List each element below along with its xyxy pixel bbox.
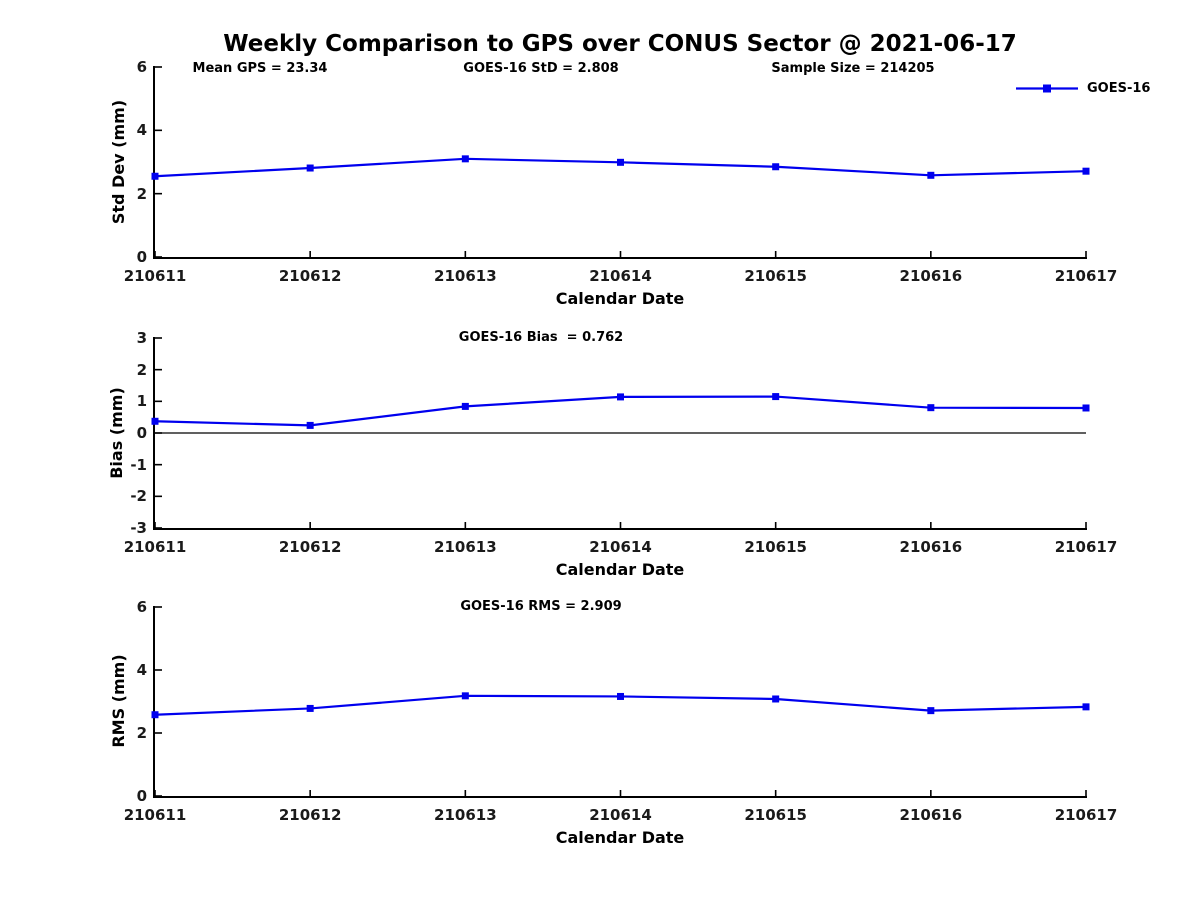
x-tick-label: 210615 <box>744 538 807 556</box>
data-line <box>153 395 1088 427</box>
x-tick-label: 210613 <box>434 267 497 285</box>
stddev-x-axis-label: Calendar Date <box>555 289 685 308</box>
data-point-marker <box>617 158 624 166</box>
bias-x-axis-label: Calendar Date <box>555 560 685 579</box>
x-tick-label: 210617 <box>1054 267 1118 285</box>
y-tick-label: 4 <box>136 661 147 679</box>
x-tick-label: 210616 <box>899 538 963 556</box>
data-point-marker <box>1082 167 1090 175</box>
x-tick-label: 210612 <box>278 538 342 556</box>
x-tick-label: 210614 <box>589 538 652 556</box>
legend-label: GOES-16 <box>1087 81 1151 96</box>
data-point-marker <box>151 172 159 180</box>
y-tick-label: 6 <box>136 58 147 76</box>
data-point-marker <box>927 171 935 179</box>
y-tick-label: 0 <box>136 787 147 805</box>
rms-x-axis-label: Calendar Date <box>555 828 685 847</box>
x-tick-label: 210612 <box>278 806 342 824</box>
figure-title: Weekly Comparison to GPS over CONUS Sect… <box>223 31 1017 57</box>
data-point-marker <box>1082 404 1090 412</box>
stddev-annotation: GOES-16 StD = 2.808 <box>463 61 619 76</box>
data-point-marker <box>927 707 935 715</box>
y-tick-label: 2 <box>136 184 147 203</box>
y-tick-label: 2 <box>136 724 147 742</box>
data-point-marker <box>927 404 935 412</box>
y-tick-label: 0 <box>136 424 147 442</box>
legend-line-marker-icon <box>1016 84 1078 93</box>
data-point-marker <box>151 417 159 425</box>
data-point-marker <box>1082 703 1090 711</box>
data-point-marker <box>461 155 469 163</box>
data-line <box>153 694 1088 716</box>
x-tick-label: 210617 <box>1054 538 1118 556</box>
x-tick-label: 210612 <box>278 267 342 285</box>
y-tick-label: 1 <box>136 392 147 411</box>
data-point-marker <box>306 421 314 429</box>
x-tick-label: 210615 <box>744 267 807 285</box>
data-point-marker <box>461 402 469 410</box>
y-tick-label: -2 <box>130 487 147 506</box>
data-line <box>153 157 1088 178</box>
bias-annotation: GOES-16 Bias = 0.762 <box>458 330 624 345</box>
legend: GOES-16 <box>1014 80 1150 97</box>
mean-gps-annotation: Mean GPS = 23.34 <box>192 61 328 76</box>
data-point-marker <box>306 164 314 172</box>
y-tick-label: -3 <box>130 519 147 537</box>
rms-annotation: GOES-16 RMS = 2.909 <box>460 599 622 614</box>
data-point-marker <box>306 704 314 712</box>
y-tick-label: -1 <box>130 455 147 474</box>
data-point-marker <box>772 163 780 171</box>
y-tick-label: 4 <box>136 121 147 140</box>
y-tick-label: 3 <box>136 329 147 347</box>
x-tick-label: 210611 <box>123 806 187 824</box>
y-tick-label: 6 <box>136 598 147 616</box>
data-point-marker <box>772 393 780 401</box>
x-tick-label: 210613 <box>434 806 497 824</box>
data-point-marker <box>617 692 624 700</box>
x-tick-label: 210613 <box>434 538 497 556</box>
x-tick-label: 210611 <box>123 267 187 285</box>
rms-y-axis-label: RMS (mm) <box>109 654 128 748</box>
x-tick-label: 210614 <box>589 267 652 285</box>
x-tick-label: 210616 <box>899 267 963 285</box>
x-tick-label: 210616 <box>899 806 963 824</box>
x-tick-label: 210614 <box>589 806 652 824</box>
sample-size-annotation: Sample Size = 214205 <box>771 61 935 76</box>
data-point-marker <box>617 393 624 401</box>
x-tick-label: 210617 <box>1054 806 1118 824</box>
x-tick-label: 210615 <box>744 806 807 824</box>
y-tick-label: 0 <box>136 248 147 266</box>
data-point-marker <box>461 692 469 700</box>
data-point-marker <box>151 711 159 719</box>
y-tick-label: 2 <box>136 360 147 379</box>
x-tick-label: 210611 <box>123 538 187 556</box>
data-point-marker <box>772 695 780 703</box>
stddev-y-axis-label: Std Dev (mm) <box>109 99 128 225</box>
